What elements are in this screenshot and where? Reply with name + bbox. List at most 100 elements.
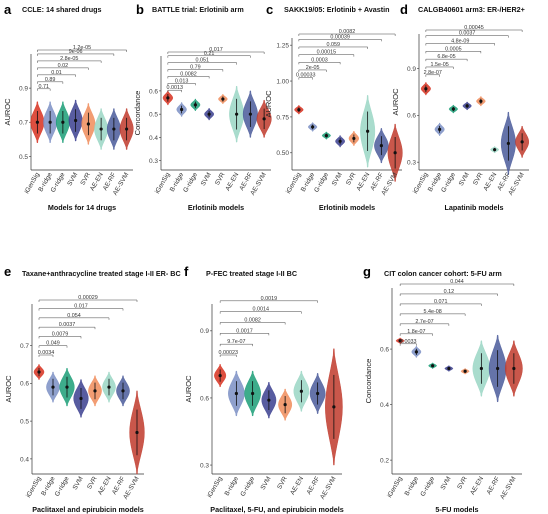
x-tick-label: SVR (345, 171, 358, 186)
median-point (352, 136, 356, 141)
y-axis-label: Concordance (364, 359, 373, 404)
y-tick-label: 0.7 (19, 120, 28, 127)
comparison-bracket (167, 76, 210, 79)
p-value-label: 0.00023 (219, 350, 239, 356)
median-point (99, 127, 103, 131)
comparison-bracket (298, 69, 327, 72)
median-point (311, 125, 315, 129)
y-tick-label: 0.9 (200, 328, 209, 335)
p-value-label: 0.01 (51, 70, 62, 76)
comparison-bracket (37, 81, 64, 84)
comparison-bracket (167, 69, 224, 72)
median-point (93, 389, 97, 393)
comparison-bracket (219, 343, 253, 347)
y-tick-label: 0.4 (20, 456, 29, 463)
x-tick-label: SVR (214, 171, 227, 186)
panel-e: e Taxane+anthracycline treated stage I-II… (4, 264, 181, 514)
p-value-label: 0.0013 (167, 85, 184, 91)
comparison-bracket (399, 323, 450, 326)
comparison-bracket (37, 88, 51, 91)
comparison-bracket (37, 53, 115, 56)
x-tick-label: AE-SVM (319, 476, 338, 501)
p-value-label: 0.017 (209, 47, 223, 53)
p-value-label: 0.044 (450, 279, 464, 285)
comparison-bracket (399, 293, 498, 296)
comparison-bracket (38, 317, 110, 320)
panel-g: g CIT colon cancer cohort: 5-FU arm 0.2 0.4… (363, 264, 523, 514)
p-value-label: 0.0037 (459, 31, 476, 37)
median-point (338, 139, 342, 143)
comparison-bracket (425, 58, 468, 62)
x-tick-label: iGenSig (386, 475, 404, 499)
comparison-bracket (167, 51, 265, 54)
p-value-label: 0.049 (46, 341, 60, 347)
comparison-bracket (167, 83, 196, 86)
x-tick-label: B-ridge (224, 475, 241, 497)
y-tick-label: 0.7 (20, 343, 29, 350)
x-tick-label: SVM (458, 172, 471, 188)
median-point (299, 389, 303, 393)
comparison-bracket (219, 333, 270, 336)
y-axis-label: AUROC (3, 98, 12, 126)
panel-letter: g (363, 264, 371, 279)
comparison-bracket (38, 299, 138, 302)
y-axis-label: AUROC (4, 375, 13, 403)
comparison-bracket (219, 311, 302, 314)
p-value-label: 0.0005 (445, 46, 462, 52)
y-tick-label: 0.5 (149, 112, 158, 119)
p-value-label: 0.02 (58, 63, 69, 69)
comparison-bracket (425, 35, 509, 38)
comparison-bracket (298, 77, 313, 80)
y-tick-label: 0.3 (200, 462, 209, 469)
panel-letter: f (184, 264, 189, 279)
x-axis-label: Paclitaxel and epirubicin models (32, 505, 143, 514)
x-tick-label: iGenSig (25, 475, 43, 499)
x-tick-label: G-ridge (440, 171, 457, 194)
p-value-label: 0.071 (434, 299, 448, 305)
median-point (431, 364, 435, 368)
median-point (283, 403, 287, 407)
panel-title: Taxane+anthracycline treated stage I-II … (22, 269, 181, 278)
comparison-bracket (399, 313, 466, 316)
median-point (112, 127, 116, 131)
x-tick-label: SVM (72, 476, 85, 492)
y-tick-label: 0.9 (407, 66, 416, 73)
panel-title: SAKK19/05: Erlotinib + Avastin (284, 5, 390, 14)
median-point (86, 122, 90, 126)
p-value-label: 0.059 (327, 42, 341, 48)
median-point (447, 366, 451, 371)
p-value-label: 0.0037 (59, 322, 76, 328)
x-tick-label: SVM (200, 172, 213, 188)
comparison-bracket (298, 33, 396, 36)
y-tick-label: 1.25 (276, 43, 289, 50)
y-tick-label: 0.6 (407, 113, 416, 120)
panel-letter: c (266, 2, 273, 17)
x-tick-label: iGenSig (285, 171, 303, 195)
median-point (65, 385, 69, 389)
comparison-bracket (425, 66, 454, 69)
p-value-label: 0.21 (204, 51, 215, 57)
panel-f: f P-FEC treated stage I-II BC 0.3 0.6 0.9 AUR… (184, 264, 344, 514)
y-axis-label: AUROC (184, 375, 193, 403)
comparison-bracket (37, 49, 127, 52)
x-tick-label: AE-EN (469, 475, 485, 496)
y-tick-label: 0.50 (276, 150, 289, 157)
median-point (438, 127, 442, 131)
panel-c: c SAKK19/05: Erlotinib + Avastin 0.50 0.75 1… (264, 2, 403, 212)
y-tick-label: 0.4 (380, 402, 389, 409)
comparison-bracket (38, 345, 68, 348)
median-point (398, 339, 402, 343)
panel-a: a CCLE: 14 shared drugs0.50.70.9AUROCiGen… (3, 2, 134, 212)
p-value-label: 2.8e-07 (424, 70, 442, 76)
p-value-label: 2e-05 (306, 65, 320, 71)
x-tick-label: SVM (259, 476, 272, 492)
panel-d: d CALGB40601 arm3: ER-/HER2+ 0.3 0.6 0.9 AURO… (391, 2, 530, 212)
panel-letter: a (4, 2, 12, 17)
median-point (121, 389, 125, 393)
comparison-bracket (425, 74, 440, 77)
x-tick-label: G-ridge (54, 475, 71, 498)
p-value-label: 0.0034 (38, 350, 55, 356)
comparison-bracket (298, 62, 341, 65)
y-tick-label: 0.2 (380, 458, 389, 465)
